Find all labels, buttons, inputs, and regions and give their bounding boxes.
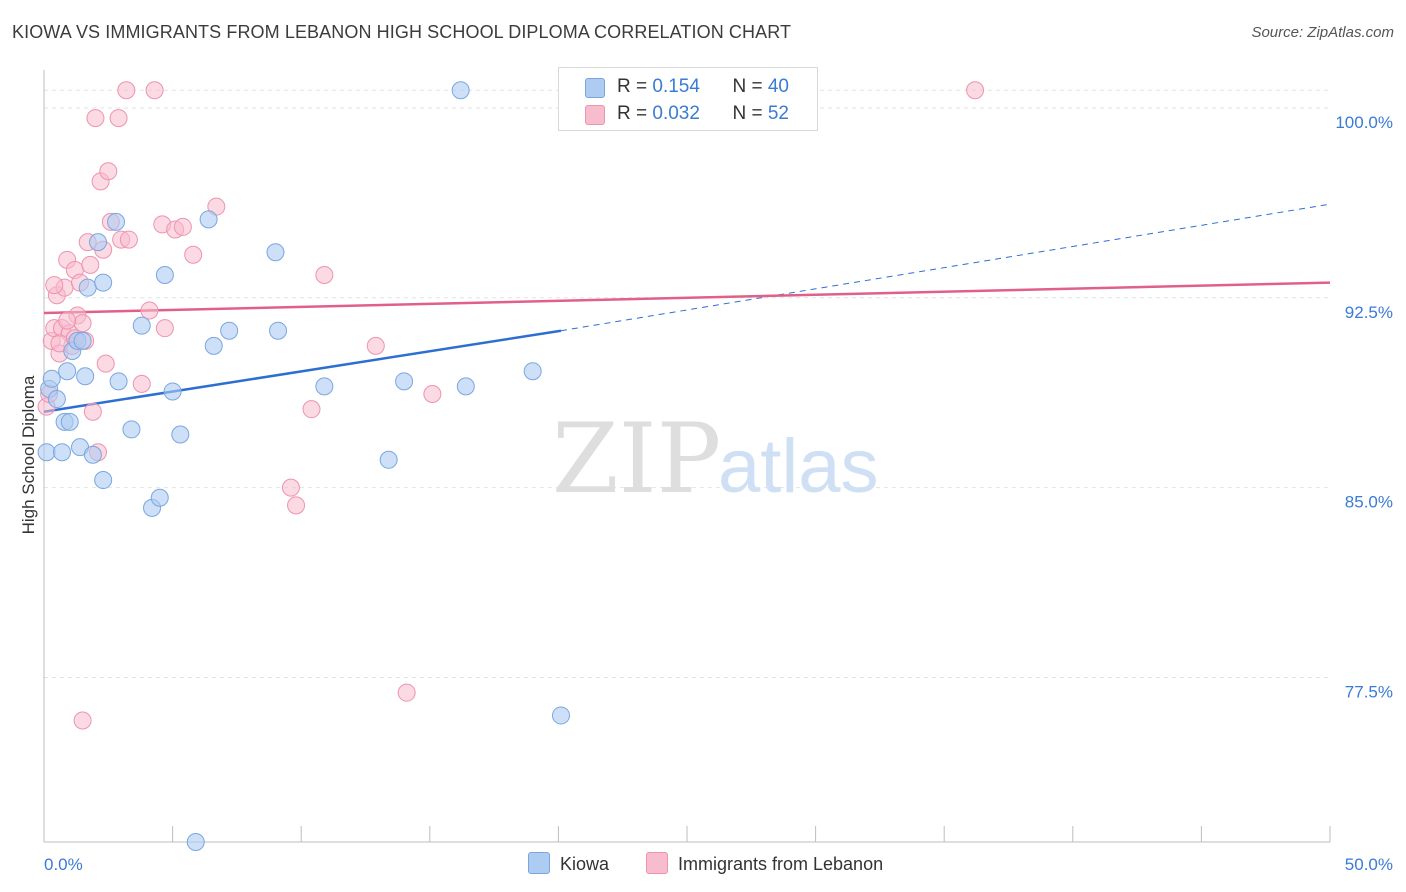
tick-labels: 77.5% 85.0% 92.5% 100.0% 0.0% 50.0% <box>44 113 1393 874</box>
lebanon-point <box>155 319 174 338</box>
kiowa-point <box>94 273 113 292</box>
kiowa-point <box>60 412 79 431</box>
source-label: Source: ZipAtlas.com <box>1251 24 1394 41</box>
kiowa-point <box>47 390 66 409</box>
lebanon-r-label: R = <box>617 103 653 124</box>
kiowa-point <box>109 372 128 391</box>
kiowa-point <box>220 321 239 340</box>
kiowa-trend-extension <box>560 203 1331 332</box>
kiowa-point <box>523 362 542 381</box>
kiowa-point <box>199 210 218 229</box>
kiowa-legend-swatch <box>528 852 550 874</box>
bottom-legend-lebanon: Immigrants from Lebanon <box>646 852 883 875</box>
lebanon-point <box>423 384 442 403</box>
kiowa-n-label: N = <box>732 76 768 97</box>
lebanon-swatch <box>585 105 605 125</box>
y-tick-label: 77.5% <box>1345 682 1393 701</box>
grid-lines <box>44 89 1330 678</box>
kiowa-point <box>78 278 97 297</box>
lebanon-trend-line <box>43 281 1331 315</box>
kiowa-trend-line <box>43 329 562 413</box>
watermark-atlas: atlas <box>718 424 879 509</box>
kiowa-point <box>171 425 190 444</box>
lebanon-point <box>81 255 100 274</box>
kiowa-point <box>266 243 285 262</box>
lebanon-point <box>83 402 102 421</box>
kiowa-point <box>42 369 61 388</box>
lebanon-point <box>140 301 159 320</box>
kiowa-point <box>73 331 92 350</box>
lebanon-point <box>86 109 105 128</box>
lebanon-point <box>58 311 77 330</box>
lebanon-point <box>145 81 164 100</box>
lebanon-point <box>173 217 192 236</box>
lebanon-point <box>117 81 136 100</box>
kiowa-point <box>53 443 72 462</box>
kiowa-point <box>269 321 288 340</box>
kiowa-legend-label: Kiowa <box>560 854 610 874</box>
kiowa-swatch <box>585 78 605 98</box>
trend-lines <box>43 203 1331 413</box>
lebanon-point <box>45 276 64 295</box>
kiowa-point <box>315 377 334 396</box>
kiowa-point <box>395 372 414 391</box>
kiowa-r-value: 0.154 <box>652 76 700 97</box>
watermark-zip: ZIP <box>552 403 721 515</box>
series-kiowa-points <box>37 81 570 851</box>
lebanon-point <box>99 162 118 181</box>
kiowa-point <box>122 420 141 439</box>
kiowa-r-label: R = <box>617 76 653 97</box>
watermark: ZIP atlas <box>552 403 879 515</box>
y-tick-label: 100.0% <box>1335 113 1393 132</box>
lebanon-legend-swatch <box>646 852 668 874</box>
lebanon-point <box>132 374 151 393</box>
kiowa-point <box>186 833 205 851</box>
lebanon-n-value: 52 <box>767 103 789 124</box>
kiowa-point <box>94 471 113 490</box>
kiowa-point <box>451 81 470 100</box>
bottom-legend-kiowa: Kiowa <box>528 852 609 875</box>
lebanon-point <box>119 230 138 249</box>
y-tick-label: 85.0% <box>1345 493 1393 512</box>
lebanon-point <box>966 81 985 100</box>
lebanon-legend-label: Immigrants from Lebanon <box>678 854 884 874</box>
kiowa-point <box>37 443 56 462</box>
lebanon-point <box>73 711 92 730</box>
kiowa-point <box>456 377 475 396</box>
lebanon-point <box>397 683 416 702</box>
kiowa-point <box>83 445 102 464</box>
lebanon-point <box>302 400 321 419</box>
lebanon-n-label: N = <box>732 103 768 124</box>
kiowa-point <box>155 266 174 285</box>
lebanon-point <box>109 109 128 128</box>
kiowa-point <box>163 382 182 401</box>
stats-legend: R = 0.154 N = 40 R = 0.032 N = 52 <box>558 67 818 131</box>
kiowa-point <box>107 212 126 231</box>
kiowa-point <box>150 488 169 507</box>
lebanon-point <box>184 245 203 264</box>
lebanon-point <box>366 336 385 355</box>
kiowa-point <box>76 367 95 386</box>
kiowa-point <box>132 316 151 335</box>
kiowa-n-value: 40 <box>767 76 789 97</box>
lebanon-point <box>315 266 334 285</box>
kiowa-point <box>204 336 223 355</box>
kiowa-point <box>379 450 398 469</box>
lebanon-point <box>96 354 115 373</box>
x-tick-label-max: 50.0% <box>1345 855 1393 874</box>
series-lebanon-points <box>37 81 985 730</box>
x-tick-label-min: 0.0% <box>44 855 83 874</box>
lebanon-point <box>281 478 300 497</box>
kiowa-point <box>551 706 570 725</box>
lebanon-point <box>73 314 92 333</box>
lebanon-point <box>287 496 306 515</box>
kiowa-point <box>58 362 77 381</box>
chart-title: KIOWA VS IMMIGRANTS FROM LEBANON HIGH SC… <box>12 22 792 42</box>
y-tick-label: 92.5% <box>1345 303 1393 322</box>
lebanon-r-value: 0.032 <box>652 103 700 124</box>
kiowa-point <box>89 233 108 252</box>
y-axis-title: High School Diploma <box>19 375 38 534</box>
